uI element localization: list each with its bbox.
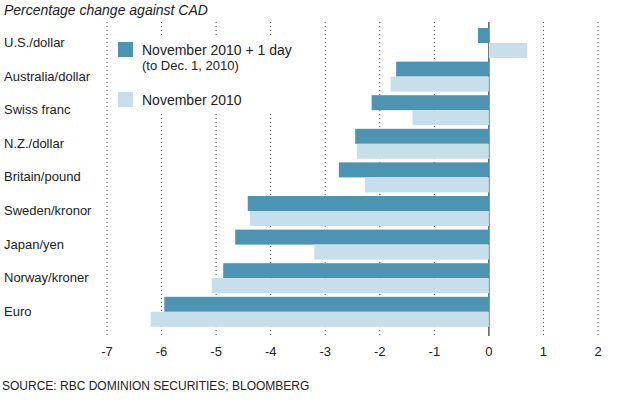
chart-svg: Percentage change against CAD -7 -6 -5 -4 -3 -…: [0, 0, 619, 403]
category-label: Britain/pound: [4, 169, 81, 184]
bar: [212, 278, 489, 293]
x-tick-label: -7: [101, 344, 113, 359]
bar: [478, 28, 489, 43]
x-tick-label: -4: [265, 344, 277, 359]
legend-swatch: [118, 42, 133, 57]
x-tick-label: -2: [374, 344, 386, 359]
grid-line: [107, 22, 108, 336]
bar: [413, 110, 489, 125]
bar: [248, 196, 489, 211]
bar: [365, 177, 489, 192]
legend-background: [115, 38, 325, 114]
bar: [314, 245, 489, 260]
x-tick-label: 0: [485, 344, 492, 359]
legend-swatch: [118, 92, 133, 107]
x-tick-label: -5: [210, 344, 222, 359]
bar: [151, 312, 489, 327]
category-label: U.S./dollar: [4, 35, 65, 50]
bar: [164, 297, 489, 312]
category-label: Japan/yen: [4, 237, 64, 252]
x-tick-label: -6: [156, 344, 168, 359]
grid-line: [543, 22, 544, 336]
title: Percentage change against CAD: [4, 2, 208, 18]
legend-label: November 2010 + 1 day(to Dec. 1, 2010): [142, 42, 292, 73]
category-label: Euro: [4, 304, 31, 319]
category-label: Australia/dollar: [4, 69, 91, 84]
x-tick-label: 1: [540, 344, 547, 359]
chart-container: Percentage change against CAD -7 -6 -5 -4 -3 -…: [0, 0, 619, 403]
legend: November 2010 + 1 day(to Dec. 1, 2010) No…: [115, 38, 325, 114]
bar: [357, 144, 489, 159]
bar: [391, 77, 489, 92]
grid-line: [598, 22, 599, 336]
bar: [339, 162, 489, 177]
bar: [372, 95, 489, 110]
bar: [250, 211, 489, 226]
x-tick-label: 2: [594, 344, 601, 359]
category-label: Norway/kroner: [4, 270, 89, 285]
category-label: Sweden/kronor: [4, 203, 92, 218]
legend-label: November 2010: [142, 92, 242, 108]
bar: [489, 43, 527, 58]
x-tick-label: -1: [429, 344, 441, 359]
bar: [223, 263, 489, 278]
category-label: N.Z./dollar: [4, 136, 65, 151]
bar: [355, 129, 489, 144]
bar: [235, 230, 489, 245]
category-label: Swiss franc: [4, 102, 71, 117]
bar: [396, 62, 489, 77]
x-tick-label: -3: [319, 344, 331, 359]
source-note: SOURCE: RBC DOMINION SECURITIES; BLOOMBE…: [2, 379, 309, 393]
